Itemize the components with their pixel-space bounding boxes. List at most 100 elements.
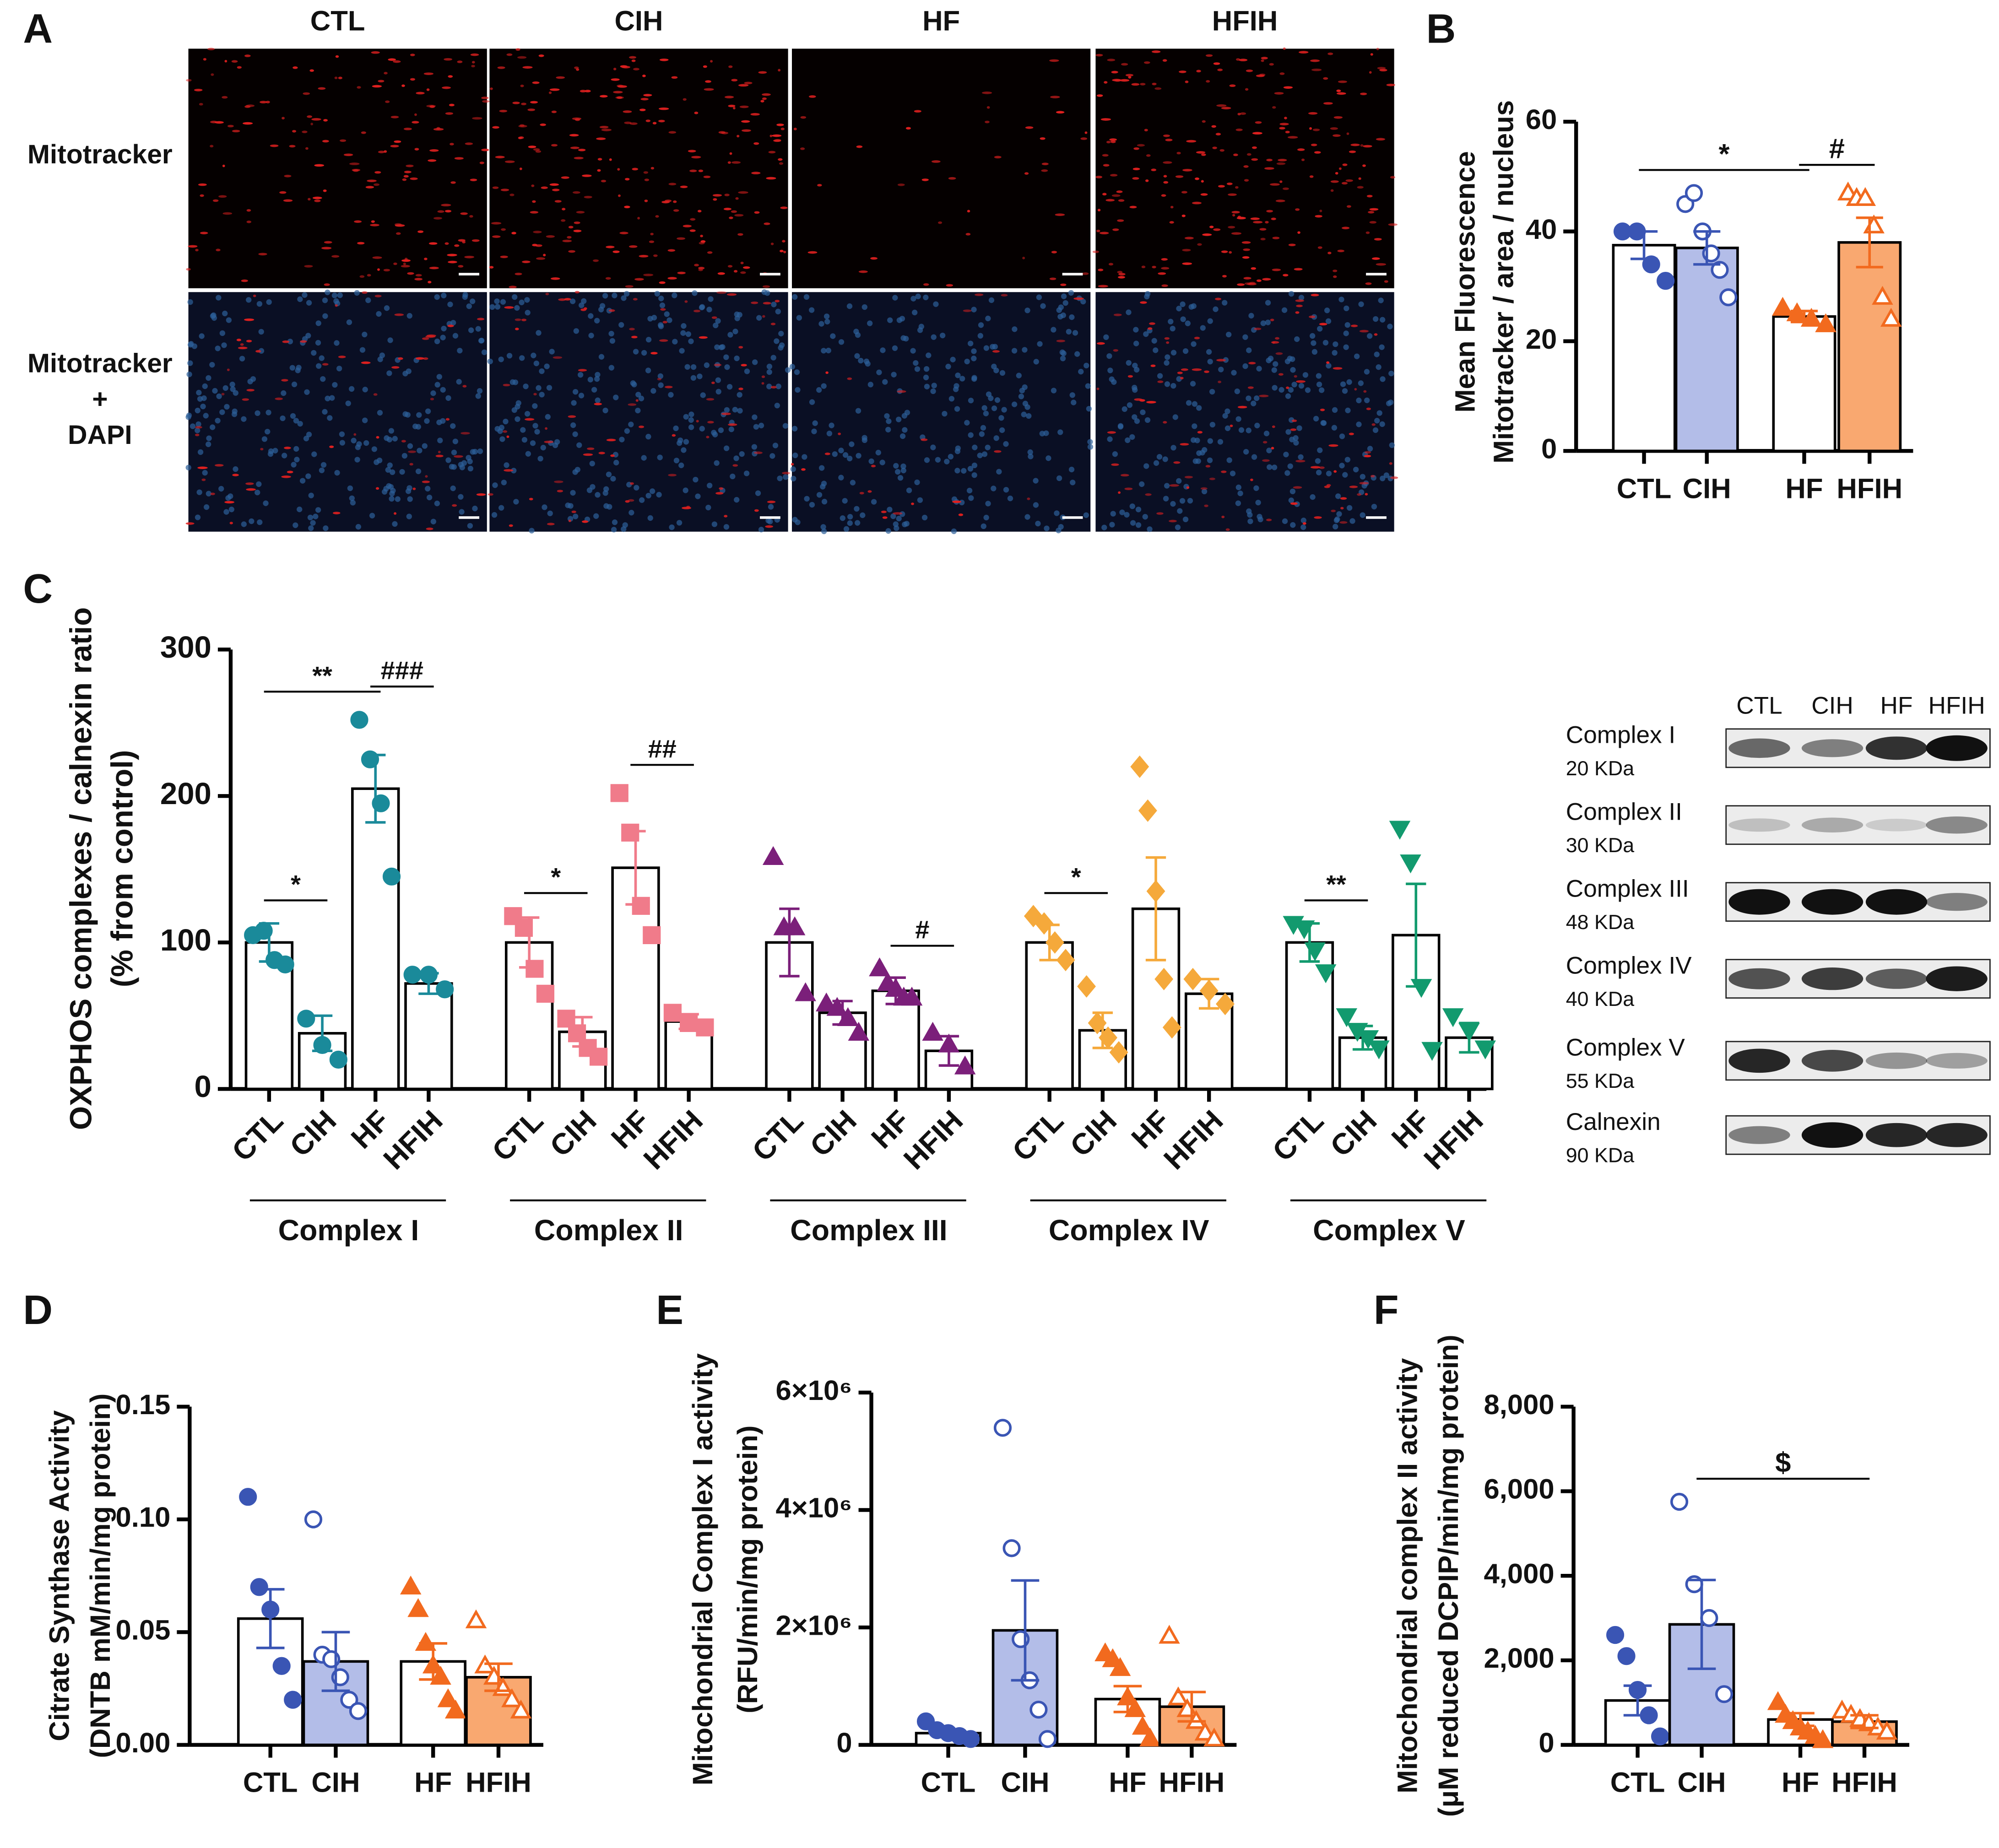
mito — [1265, 221, 1269, 224]
nucleus — [1177, 508, 1183, 514]
significance-label: $ — [1775, 1447, 1791, 1479]
mito — [1197, 243, 1202, 246]
nucleus — [744, 368, 750, 374]
mito — [1291, 419, 1297, 422]
nucleus — [595, 397, 601, 403]
y-tick-label: 40 — [1526, 214, 1557, 245]
band-name: Complex II — [1566, 799, 1682, 826]
mito — [1121, 474, 1129, 477]
nucleus — [1305, 387, 1311, 393]
nucleus — [498, 505, 504, 511]
nucleus — [1298, 383, 1305, 389]
nucleus — [1129, 434, 1135, 440]
mito — [1218, 380, 1222, 384]
mito — [1256, 74, 1265, 77]
nucleus — [999, 370, 1006, 376]
x-tick-label: HFIH — [1159, 1767, 1225, 1799]
mito — [635, 399, 639, 402]
nucleus — [942, 411, 948, 417]
nucleus — [1367, 446, 1373, 452]
nucleus — [322, 409, 328, 415]
data-point — [1038, 1730, 1057, 1748]
mito — [1192, 201, 1202, 205]
x-tick-label: CTL — [746, 1104, 809, 1167]
image-bg — [188, 49, 487, 288]
nucleus — [1056, 307, 1062, 313]
mito — [1228, 193, 1237, 196]
mito — [1221, 107, 1231, 109]
nucleus — [475, 393, 481, 399]
mito — [1363, 145, 1372, 148]
nucleus — [885, 528, 891, 534]
mito — [422, 481, 430, 483]
nucleus — [472, 448, 478, 455]
nucleus — [468, 327, 474, 333]
mito — [1106, 140, 1111, 144]
mito — [1209, 226, 1214, 228]
mito — [458, 239, 466, 242]
mito — [992, 350, 1000, 353]
nucleus — [211, 312, 217, 318]
mito — [1342, 227, 1350, 229]
data-point — [349, 1702, 368, 1720]
nucleus — [221, 342, 227, 348]
nucleus — [1085, 383, 1091, 389]
mito — [491, 222, 502, 225]
nucleus — [1218, 367, 1224, 373]
mito — [1149, 322, 1155, 325]
lane-label: CIH — [1811, 692, 1853, 719]
mito — [673, 200, 677, 203]
nucleus — [477, 388, 483, 394]
mito — [689, 229, 696, 232]
mito — [492, 126, 499, 129]
nucleus — [658, 382, 664, 388]
nucleus — [479, 337, 485, 344]
error-bar — [519, 916, 540, 969]
mito — [311, 118, 321, 121]
mito — [617, 96, 623, 99]
mito — [425, 475, 428, 478]
mito — [403, 262, 406, 265]
mito — [773, 139, 781, 142]
mito — [489, 266, 494, 269]
nucleus — [216, 295, 222, 301]
mito — [238, 346, 248, 350]
nucleus — [290, 413, 296, 419]
mito — [1368, 211, 1375, 214]
mito — [1256, 279, 1262, 282]
nucleus — [1235, 500, 1241, 506]
mito — [1275, 337, 1279, 340]
nucleus — [893, 521, 899, 527]
scale-bar — [459, 273, 479, 276]
mito — [946, 284, 953, 287]
mito — [1102, 193, 1107, 196]
mito — [1283, 274, 1289, 277]
nucleus — [631, 382, 637, 388]
nucleus — [246, 297, 252, 303]
nucleus — [536, 385, 542, 391]
nucleus — [536, 330, 542, 336]
nucleus — [539, 392, 545, 398]
nucleus — [257, 519, 263, 525]
nucleus — [1130, 520, 1136, 526]
nucleus — [734, 315, 740, 321]
data-point — [1024, 905, 1043, 928]
mito — [882, 516, 888, 519]
nucleus — [1022, 400, 1029, 406]
mito — [1290, 428, 1297, 431]
nucleus — [734, 497, 740, 503]
nucleus — [1033, 502, 1039, 508]
nucleus — [948, 454, 954, 459]
nucleus — [233, 466, 238, 472]
band — [1801, 817, 1864, 832]
mito — [1359, 481, 1369, 485]
mito — [668, 183, 677, 185]
nucleus — [860, 512, 866, 518]
nucleus — [981, 523, 986, 530]
nucleus — [450, 423, 456, 429]
panel-letter: A — [23, 6, 53, 52]
nucleus — [1322, 340, 1329, 346]
nucleus — [594, 318, 600, 324]
nucleus — [570, 490, 576, 496]
y-tick-label: 60 — [1526, 104, 1557, 135]
